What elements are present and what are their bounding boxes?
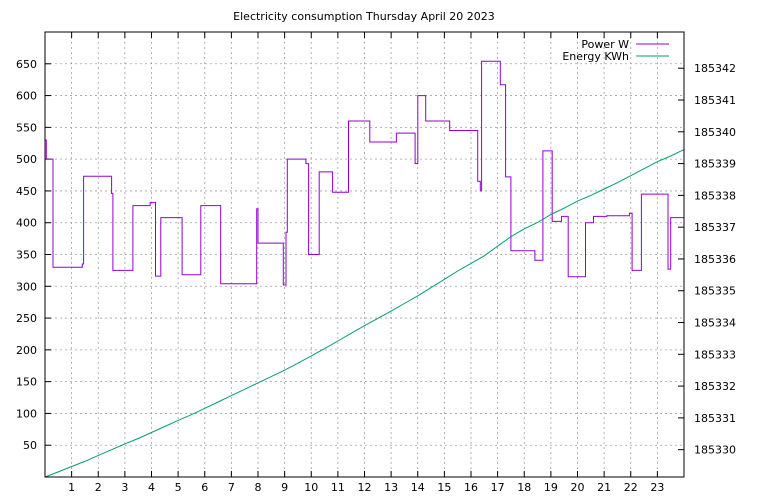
x-tick-label: 14: [411, 481, 425, 494]
y2-tick-label: 185336: [694, 253, 736, 266]
y2-tick-label: 185340: [694, 126, 736, 139]
y-tick-label: 150: [16, 376, 37, 389]
series-line-energy-kwh: [44, 149, 685, 478]
y-tick-label: 200: [16, 344, 37, 357]
axes: 1 2 3 4 5 6 7 8 9 10 11 12 13 14 15 16 17 18 19 20 21 22 23501…: [16, 32, 736, 494]
x-tick-label: 7: [228, 481, 235, 494]
y2-tick-label: 185339: [694, 158, 736, 171]
x-tick-label: 19: [544, 481, 558, 494]
x-tick-label: 18: [517, 481, 531, 494]
y-tick-label: 500: [16, 153, 37, 166]
y2-tick-label: 185335: [694, 285, 736, 298]
x-tick-label: 5: [175, 481, 182, 494]
x-tick-label: 21: [597, 481, 611, 494]
x-tick-label: 3: [121, 481, 128, 494]
x-tick-label: 16: [464, 481, 478, 494]
series: [44, 60, 685, 478]
y2-tick-label: 185337: [694, 221, 736, 234]
y2-tick-label: 185334: [694, 317, 736, 330]
y2-tick-label: 185333: [694, 348, 736, 361]
series-line-power-w: [45, 60, 684, 286]
plot-frame: [44, 31, 685, 478]
x-tick-label: 13: [384, 481, 398, 494]
x-tick-label: 9: [281, 481, 288, 494]
y-tick-label: 50: [23, 439, 37, 452]
x-tick-label: 11: [331, 481, 345, 494]
y2-tick-label: 185342: [694, 62, 736, 75]
y2-tick-label: 185338: [694, 189, 736, 202]
y-tick-label: 600: [16, 90, 37, 103]
x-tick-label: 6: [201, 481, 208, 494]
x-tick-label: 4: [148, 481, 155, 494]
x-tick-label: 2: [95, 481, 102, 494]
x-tick-label: 15: [437, 481, 451, 494]
y-tick-label: 650: [16, 58, 37, 71]
x-tick-label: 23: [650, 481, 664, 494]
y-tick-label: 350: [16, 249, 37, 262]
x-tick-label: 1: [68, 481, 75, 494]
y2-tick-label: 185332: [694, 380, 736, 393]
legend-label: Energy KWh: [562, 50, 629, 63]
y-tick-label: 550: [16, 121, 37, 134]
x-tick-label: 20: [571, 481, 585, 494]
y-tick-label: 400: [16, 217, 37, 230]
y-tick-label: 300: [16, 280, 37, 293]
y2-tick-label: 185331: [694, 412, 736, 425]
y-tick-label: 100: [16, 407, 37, 420]
x-tick-label: 8: [255, 481, 262, 494]
x-tick-label: 17: [491, 481, 505, 494]
x-tick-label: 10: [304, 481, 318, 494]
grid-lines: [45, 32, 684, 477]
x-tick-label: 22: [624, 481, 638, 494]
chart-title: Electricity consumption Thursday April 2…: [233, 10, 495, 23]
legend-label: Power W: [581, 38, 629, 51]
y-tick-label: 250: [16, 312, 37, 325]
y-tick-label: 450: [16, 185, 37, 198]
y2-tick-label: 185341: [694, 94, 736, 107]
x-tick-label: 12: [358, 481, 372, 494]
y2-tick-label: 185330: [694, 444, 736, 457]
